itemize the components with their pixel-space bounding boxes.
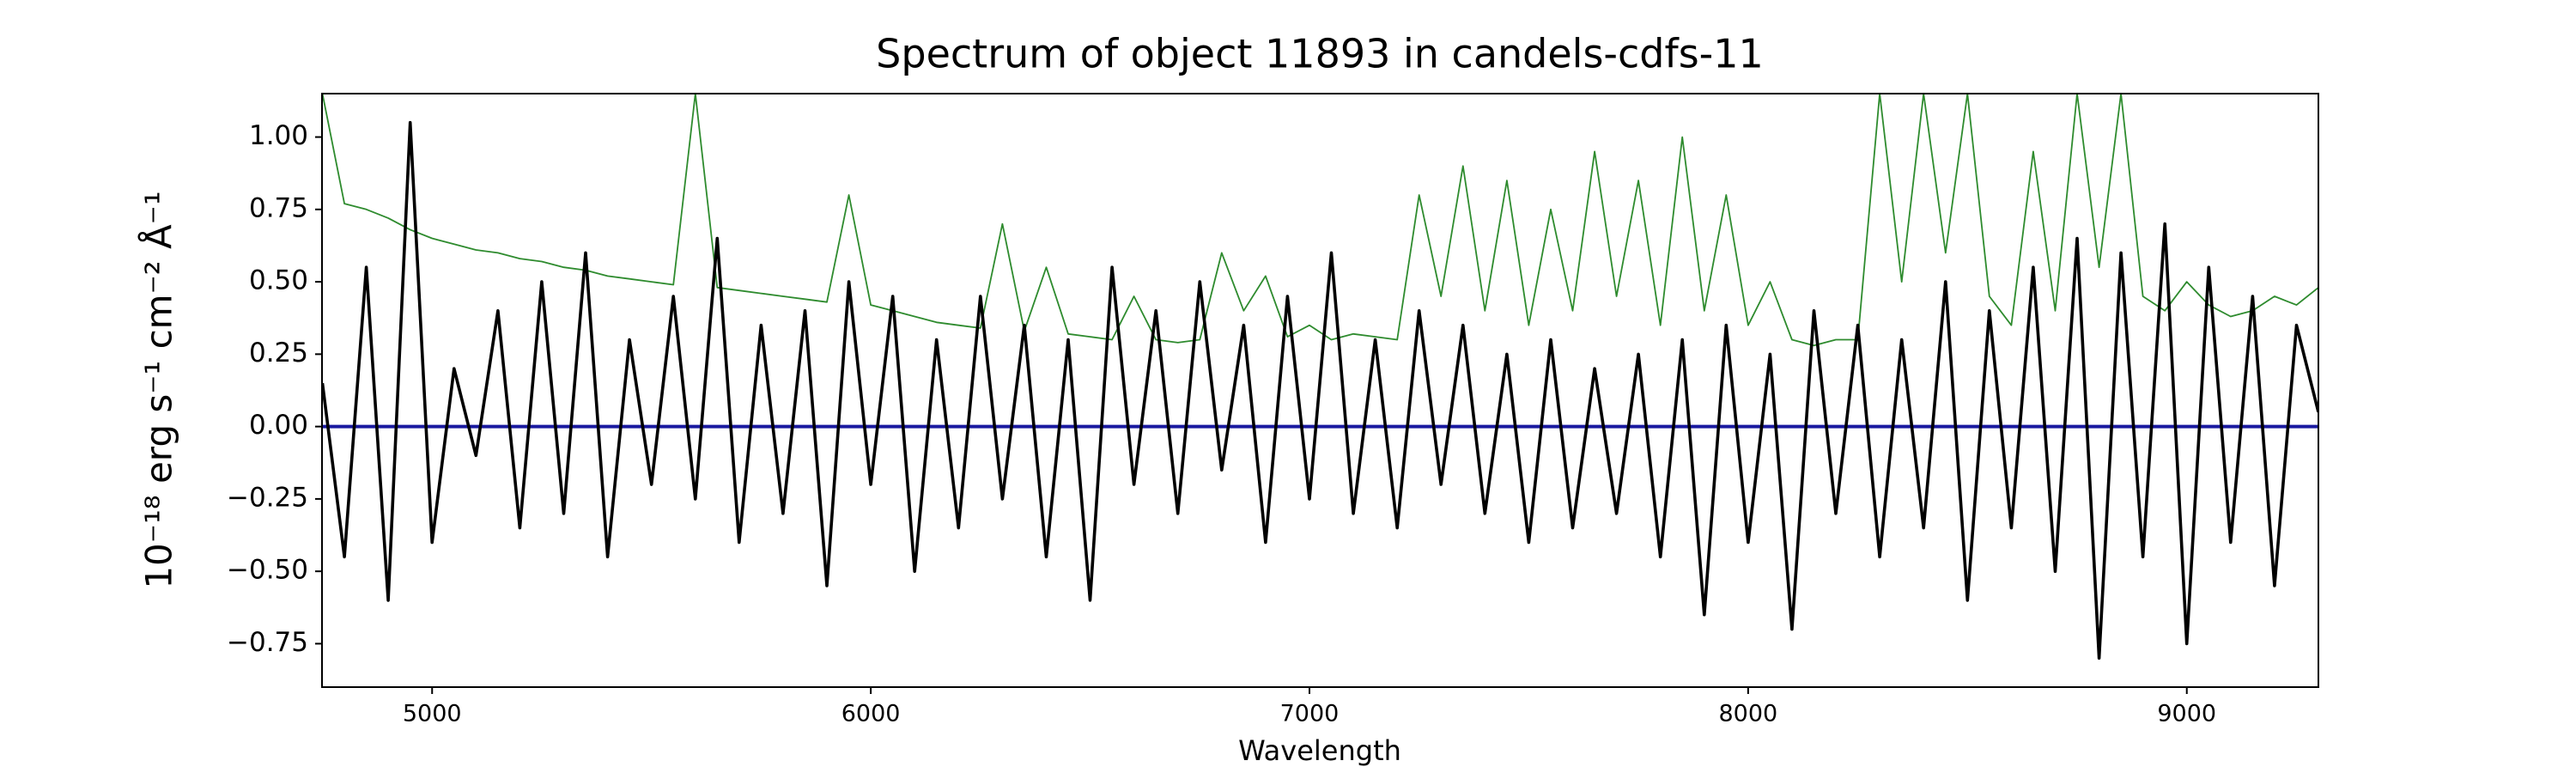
x-tick-label: 9000	[2157, 701, 2216, 727]
y-tick-label: 1.00	[249, 120, 308, 151]
chart-title: Spectrum of object 11893 in candels-cdfs…	[876, 31, 1764, 77]
x-tick-label: 8000	[1719, 701, 1778, 727]
y-tick-label: 0.75	[249, 192, 308, 223]
y-tick-label: 0.00	[249, 410, 308, 441]
y-axis-label: 10⁻¹⁸ erg s⁻¹ cm⁻² Å⁻¹	[137, 191, 180, 588]
x-tick-label: 6000	[841, 701, 901, 727]
x-axis-label: Wavelength	[1238, 734, 1401, 767]
x-tick-label: 5000	[403, 701, 462, 727]
spectrum-line	[322, 120, 2318, 660]
y-tick-label: 0.50	[249, 265, 308, 296]
plot-area	[322, 94, 2318, 660]
y-tick-label: −0.50	[227, 555, 308, 586]
plot-frame	[321, 93, 2319, 688]
y-tick-label: −0.25	[227, 482, 308, 513]
spectrum-line	[322, 94, 2318, 347]
y-tick-label: 0.25	[249, 338, 308, 368]
x-tick-label: 7000	[1280, 701, 1340, 727]
y-tick-label: −0.75	[227, 627, 308, 658]
